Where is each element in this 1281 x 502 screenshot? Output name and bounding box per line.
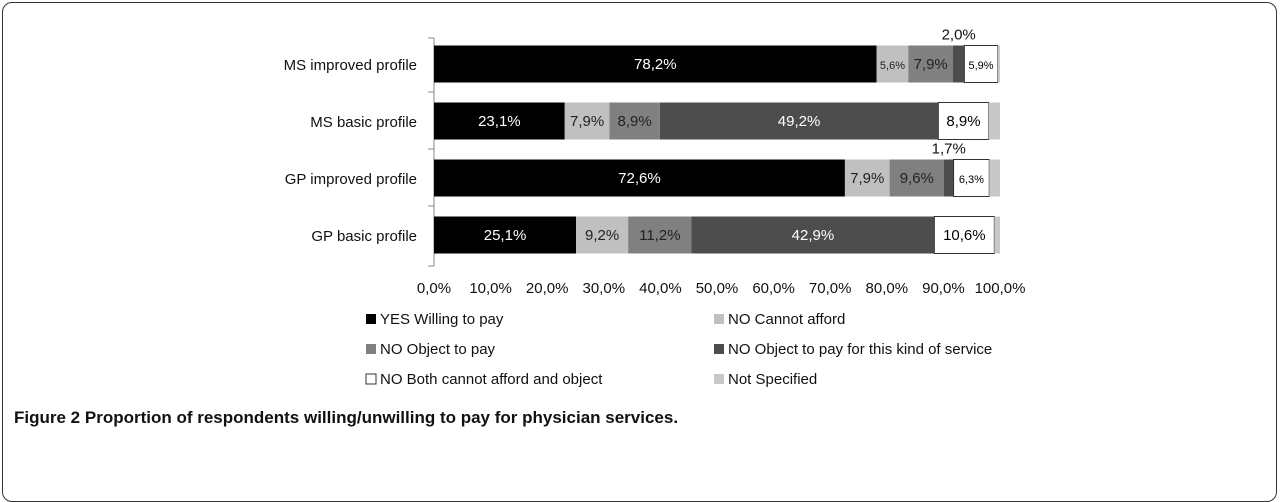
category-label: MS basic profile (310, 114, 417, 131)
legend-swatch (366, 314, 376, 324)
x-tick-label: 70,0% (809, 280, 852, 297)
data-label: 9,6% (900, 170, 934, 187)
category-label: GP basic profile (311, 228, 417, 245)
bar-segment (564, 102, 610, 140)
legend-swatch (366, 344, 376, 354)
legend-swatch (714, 314, 724, 324)
data-label: 7,9% (914, 56, 948, 73)
legend-swatch (714, 374, 724, 384)
legend-label: NO Cannot afford (728, 311, 845, 328)
bar-segment (434, 102, 565, 140)
x-tick-label: 10,0% (469, 280, 512, 297)
bar-segment (691, 216, 935, 254)
bar-segment (434, 216, 577, 254)
bar-segment (659, 102, 939, 140)
bar-segment (434, 45, 877, 83)
data-label: 6,3% (959, 174, 984, 186)
bar-segment (876, 45, 909, 83)
data-label: 8,9% (618, 113, 652, 130)
legend-label: Not Specified (728, 371, 817, 388)
bar-segment (943, 159, 954, 197)
legend-label: NO Object to pay (380, 341, 496, 358)
legend-swatch (365, 373, 377, 385)
data-label: 25,1% (484, 227, 527, 244)
bar-segment (844, 159, 890, 197)
bar-segment (994, 216, 1000, 254)
data-label: 49,2% (778, 113, 821, 130)
stacked-bar-chart: MS improved profile MS basic profile GP im… (284, 27, 1026, 389)
bar-segment (937, 102, 990, 140)
category-label: MS improved profile (284, 57, 417, 74)
x-tick-label: 50,0% (696, 280, 739, 297)
data-label: 23,1% (478, 113, 521, 130)
bar-segment (988, 102, 1000, 140)
x-tick-label: 60,0% (752, 280, 795, 297)
x-tick-label: 30,0% (583, 280, 626, 297)
data-label: 10,6% (943, 227, 986, 244)
bar-segment (908, 45, 954, 83)
data-label: 42,9% (792, 227, 835, 244)
data-label: 7,9% (850, 170, 884, 187)
caption-text: Proportion of respondents willing/unwill… (84, 408, 679, 427)
x-tick-label: 100,0% (975, 280, 1026, 297)
data-label: 5,9% (968, 60, 993, 72)
data-label: 2,0% (942, 27, 976, 44)
bar-segment (609, 102, 660, 140)
legend-label: NO Both cannot afford and object (380, 371, 603, 388)
data-label: 8,9% (946, 113, 980, 130)
bar-segment (628, 216, 692, 254)
legend-label: YES Willing to pay (380, 311, 504, 328)
x-tick-label: 90,0% (922, 280, 965, 297)
data-label: 72,6% (618, 170, 661, 187)
data-label: 7,9% (570, 113, 604, 130)
data-label: 78,2% (634, 56, 677, 73)
data-label: 5,6% (880, 60, 905, 72)
legend-label: NO Object to pay for this kind of servic… (728, 341, 992, 358)
bar-segment (889, 159, 944, 197)
data-label: 9,2% (585, 227, 619, 244)
x-tick-label: 0,0% (417, 280, 451, 297)
bar-segment (576, 216, 629, 254)
caption-label: Figure 2 (14, 408, 81, 427)
data-label: 1,7% (932, 141, 966, 158)
bar-segment (933, 216, 995, 254)
x-tick-label: 20,0% (526, 280, 569, 297)
data-label: 11,2% (639, 227, 680, 244)
bar-segment (953, 45, 965, 83)
legend-swatch (714, 344, 724, 354)
bar-segment (963, 45, 999, 83)
bar-segment (997, 45, 1000, 83)
category-label: GP improved profile (285, 171, 417, 188)
bar-segment (989, 159, 1000, 197)
figure-caption: Figure 2 Proportion of respondents willi… (14, 408, 678, 428)
bar-segment (434, 159, 845, 197)
x-tick-label: 80,0% (866, 280, 909, 297)
x-tick-label: 40,0% (639, 280, 682, 297)
